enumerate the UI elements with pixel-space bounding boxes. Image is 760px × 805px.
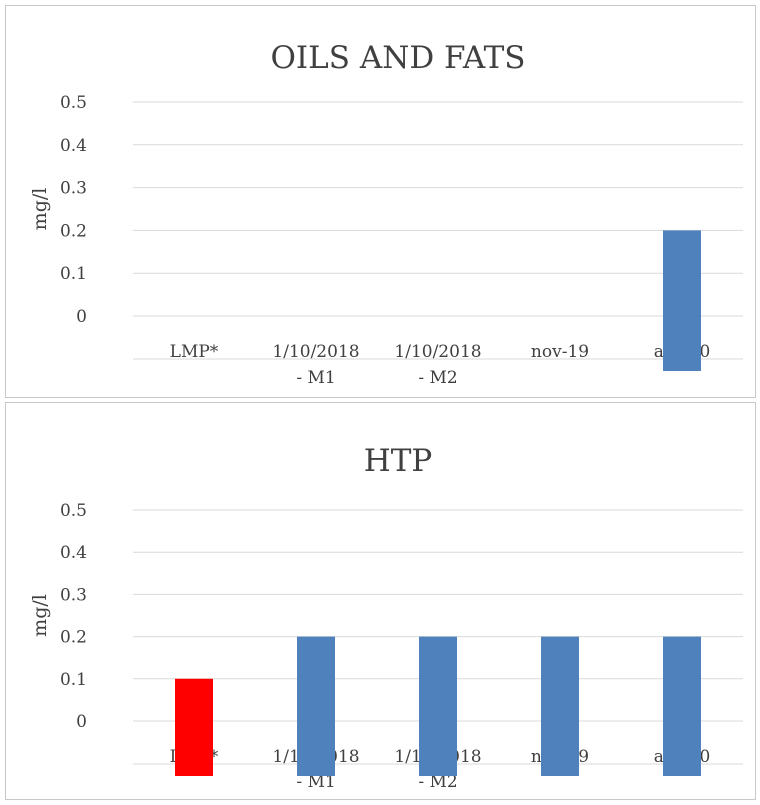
- htp-chart-title: HTP: [364, 443, 433, 479]
- oils-fats-y-tick-label: 0.4: [60, 136, 87, 156]
- htp-y-tick-label: 0.5: [60, 501, 87, 521]
- htp-bar: [419, 637, 457, 776]
- htp-y-tick-label: 0.2: [60, 628, 87, 648]
- oils-fats-bar: [663, 230, 701, 371]
- oils-fats-chart-title: OILS AND FATS: [271, 40, 526, 76]
- oils-fats-y-tick-label: 0.2: [60, 221, 87, 241]
- oils-fats-category-label: LMP*: [170, 342, 219, 362]
- htp-y-tick-label: 0.1: [60, 670, 87, 690]
- htp-bar: [663, 637, 701, 776]
- htp-y-axis-title: mg/l: [29, 594, 51, 637]
- oils-and-fats-chart: OILS AND FATS 0 0.1 0.2 0.3 0.4 0.5 mg/l LMP* 1/1…: [5, 5, 756, 398]
- oils-fats-y-tick-label: 0: [76, 307, 87, 327]
- oils-fats-category-label: 1/10/2018: [272, 342, 359, 362]
- htp-bar: [541, 637, 579, 776]
- htp-y-tick-label: 0.4: [60, 543, 87, 563]
- htp-bar: [297, 637, 335, 776]
- oils-fats-y-tick-label: 0.3: [60, 179, 87, 199]
- oils-fats-category-label: 1/10/2018: [394, 342, 481, 362]
- oils-fats-category-label: nov-19: [531, 342, 589, 362]
- oils-fats-category-label: - M2: [418, 368, 457, 388]
- htp-y-tick-label: 0: [76, 712, 87, 732]
- oils-fats-y-tick-label: 0.5: [60, 93, 87, 113]
- htp-bar: [175, 679, 213, 776]
- oils-fats-y-axis-title: mg/l: [29, 188, 51, 231]
- oils-and-fats-chart-svg: OILS AND FATS 0 0.1 0.2 0.3 0.4 0.5 mg/l LMP* 1/1…: [6, 6, 757, 399]
- oils-fats-category-label: - M1: [296, 368, 335, 388]
- oils-fats-y-tick-label: 0.1: [60, 264, 87, 284]
- htp-y-tick-label: 0.3: [60, 585, 87, 605]
